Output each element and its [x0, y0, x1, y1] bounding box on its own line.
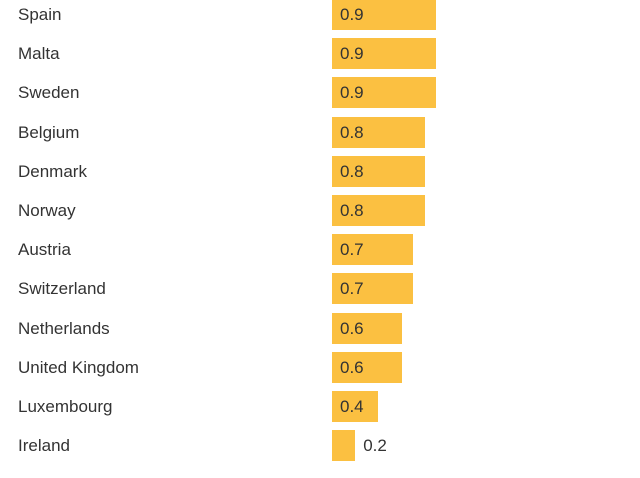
bar: [332, 155, 425, 187]
bar-row: Spain 0.9: [0, 0, 640, 30]
bar: [332, 38, 437, 70]
category-label: Switzerland: [18, 279, 106, 299]
bar-row: Belgium 0.8: [0, 116, 640, 148]
bar-row: Switzerland 0.7: [0, 273, 640, 305]
bar: [332, 116, 425, 148]
bar: [332, 77, 437, 109]
category-label: Norway: [18, 201, 76, 220]
bar-row: Denmark 0.8: [0, 155, 640, 187]
value-label: 0.7: [340, 279, 364, 299]
bar: [332, 234, 414, 266]
value-label: 0.2: [363, 436, 387, 456]
bar: [332, 312, 402, 344]
value-label: 0.9: [340, 5, 364, 24]
value-label: 0.9: [340, 44, 364, 64]
value-label: 0.8: [340, 201, 364, 220]
bar: [332, 351, 402, 383]
value-label: 0.6: [340, 318, 364, 338]
value-label: 0.9: [340, 83, 364, 103]
category-label: Luxembourg: [18, 397, 113, 416]
value-label: 0.7: [340, 240, 364, 260]
bar-row: Norway 0.8: [0, 195, 640, 226]
bar-row: Sweden 0.9: [0, 77, 640, 109]
category-label: Belgium: [18, 122, 80, 142]
category-label: Austria: [18, 240, 71, 260]
bar: [332, 273, 414, 305]
value-label: 0.6: [340, 357, 364, 377]
value-label: 0.8: [340, 161, 364, 181]
value-label: 0.8: [340, 122, 364, 142]
bar-row: Austria 0.7: [0, 234, 640, 266]
bar-row: Ireland 0.2: [0, 430, 640, 462]
category-label: Ireland: [18, 436, 70, 456]
bar: [332, 430, 356, 462]
bar: [332, 391, 379, 422]
category-label: Spain: [18, 5, 62, 24]
category-label: Malta: [18, 44, 60, 64]
bar: [332, 195, 425, 226]
category-label: Netherlands: [18, 318, 110, 338]
bar-row: Malta 0.9: [0, 38, 640, 70]
category-label: Denmark: [18, 161, 87, 181]
category-label: Sweden: [18, 83, 80, 103]
category-label: United Kingdom: [18, 357, 139, 377]
value-label: 0.4: [340, 397, 364, 416]
bar-row: United Kingdom 0.6: [0, 351, 640, 383]
bar: [332, 0, 437, 30]
bar-row: Netherlands 0.6: [0, 312, 640, 344]
bar-row: Luxembourg 0.4: [0, 391, 640, 422]
